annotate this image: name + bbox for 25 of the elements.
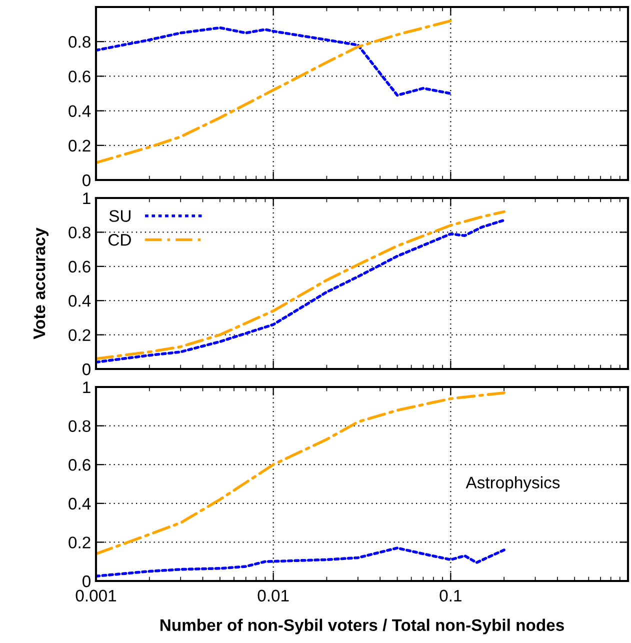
y-tick-label: 0 <box>82 363 90 376</box>
y-tick-label: 0.4 <box>68 295 91 307</box>
y-tick-label: 0.6 <box>68 459 90 471</box>
y-tick-label: 0.4 <box>68 105 91 118</box>
y-axis-title: Vote accuracy <box>34 228 49 340</box>
y-tick-label: 0.8 <box>68 36 90 48</box>
y-tick-label: 0 <box>82 575 90 588</box>
y-tick-label: 0.2 <box>68 140 90 152</box>
y-tick-label: 0 <box>82 174 90 186</box>
x-axis-title: Number of non-Sybil voters / Total non-Sybil nodes <box>160 618 564 634</box>
annotation: Astrophysics <box>466 476 560 492</box>
y-tick-label: 0.6 <box>68 260 90 273</box>
x-tick-label: 0.001 <box>76 590 116 602</box>
legend-label: CD <box>108 234 131 246</box>
y-tick-label: 0.8 <box>68 226 90 238</box>
y-tick-label: 1 <box>83 382 90 394</box>
legend-label: SU <box>109 210 130 222</box>
y-tick-label: 0.2 <box>68 329 90 342</box>
y-tick-label: 0.6 <box>68 70 90 82</box>
x-tick-label: 0.1 <box>440 590 462 602</box>
y-tick-label: 0.4 <box>68 498 91 510</box>
y-tick-label: 0.8 <box>68 420 90 432</box>
x-tick-label: 0.01 <box>258 590 289 602</box>
y-tick-label: 1 <box>83 192 90 204</box>
y-tick-label: 0.2 <box>68 536 90 548</box>
